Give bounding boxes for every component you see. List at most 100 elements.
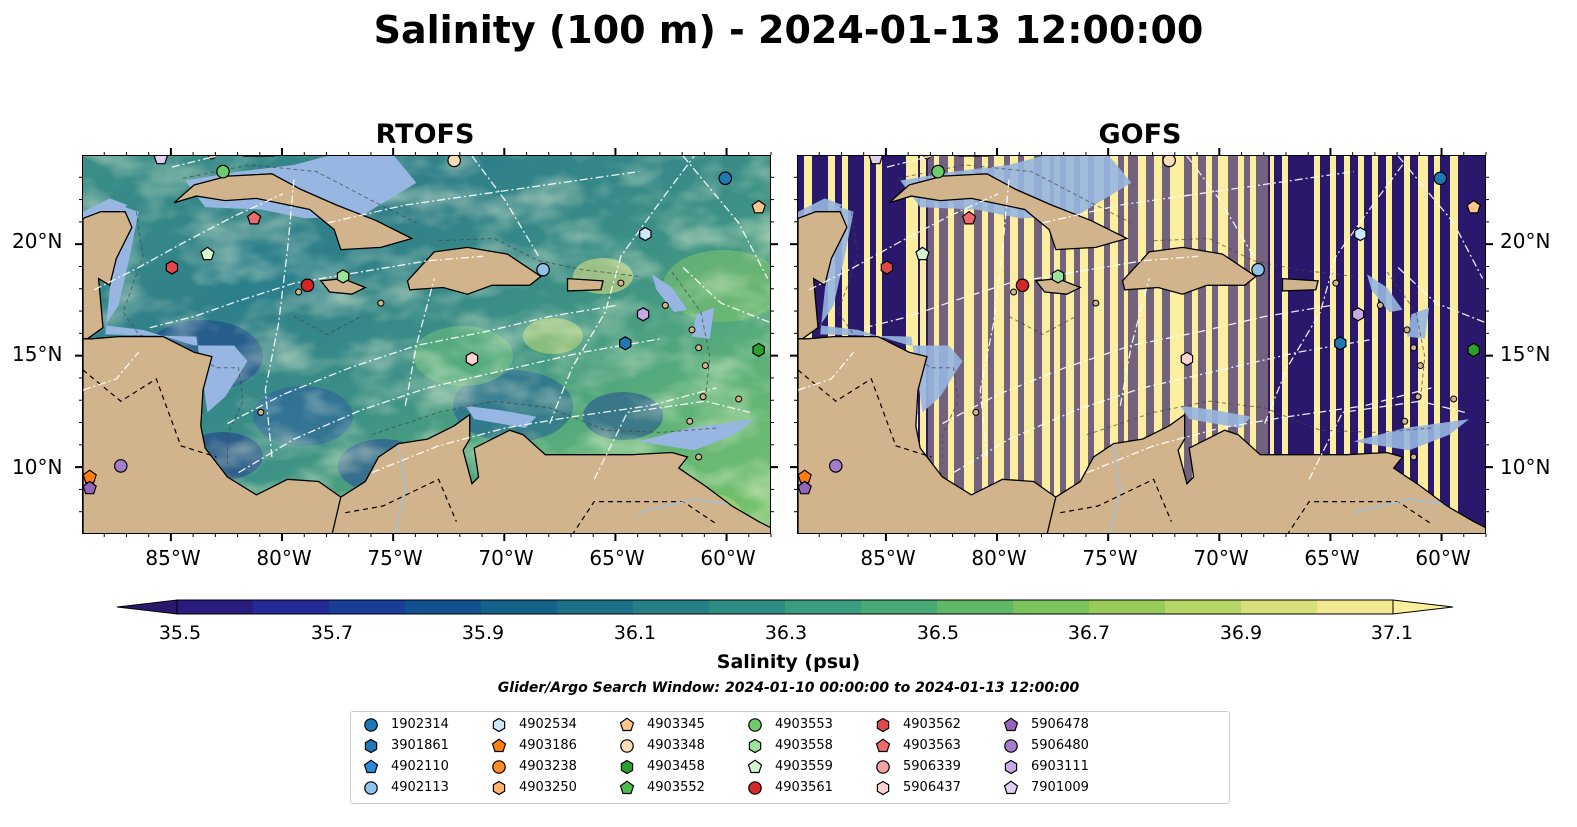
island (1416, 362, 1424, 370)
transect-line (404, 278, 435, 406)
transect-line (1042, 170, 1354, 224)
legend-label: 4903553 (775, 717, 833, 732)
float-legend: 1902314 3901861 4902110 4902113 4902534 49031… (350, 711, 1230, 804)
salinity-stripe (1418, 156, 1428, 533)
legend-item-4903563: 4903563 (875, 735, 961, 756)
island (1450, 395, 1458, 403)
float-marker-4903345 (1466, 199, 1481, 214)
float-marker-4903559 (915, 246, 930, 261)
salinity-stripe (1024, 156, 1034, 533)
transect-line (1397, 156, 1484, 279)
float-marker-4903561 (1015, 278, 1030, 293)
legend-label: 4902110 (391, 759, 449, 774)
float-marker-7901009 (868, 156, 883, 165)
legend-item-4903348: 4903348 (619, 735, 705, 756)
legend-marker-hexagon (876, 717, 890, 732)
legend-item-5906480: 5906480 (1003, 735, 1089, 756)
legend-item-4903562: 4903562 (875, 714, 961, 735)
land-south-america (331, 413, 770, 533)
transect-line (593, 400, 750, 480)
island (686, 417, 694, 425)
colorbar-segment (1089, 600, 1166, 614)
legend-item-4903250: 4903250 (491, 777, 577, 798)
float-marker-5906478 (798, 480, 812, 495)
legend-marker-pentagon (619, 779, 635, 794)
colorbar-tick-36-9: 36.9 (1219, 622, 1263, 644)
country-border (1287, 501, 1432, 533)
salinity-stripe (934, 156, 939, 533)
salinity-stripe (1206, 156, 1212, 533)
transect-line (1264, 156, 1410, 424)
salinity-stripe (1124, 156, 1128, 533)
float-marker-5906480 (828, 459, 843, 473)
depth-contour (182, 383, 204, 431)
island (208, 156, 216, 160)
transect-line (549, 156, 695, 424)
legend-label: 5906478 (1031, 717, 1089, 732)
shallow-bank (185, 156, 417, 219)
salinity-stripe (1080, 156, 1088, 533)
gofs-panel-title: GOFS (1098, 119, 1182, 150)
depth-contour (671, 271, 711, 402)
colorbar-segment (785, 600, 862, 614)
country-border (572, 501, 717, 533)
river (393, 445, 407, 533)
salinity-stripe (1330, 156, 1336, 533)
lon-label-70w: 70°W (478, 546, 534, 570)
shallow-bank (1367, 274, 1403, 313)
colorbar-tick-36-3: 36.3 (764, 622, 808, 644)
float-marker-7901009 (153, 156, 168, 165)
legend-marker-hexagon (492, 780, 506, 795)
float-marker-4903559 (200, 246, 215, 261)
legend-marker-pentagon (619, 716, 635, 731)
island (688, 326, 696, 334)
legend-label: 5906339 (903, 759, 961, 774)
depth-contour (371, 400, 717, 436)
float-marker-4903563 (961, 210, 977, 225)
lon-label-65w: 65°W (589, 546, 645, 570)
float-marker-4902534 (639, 226, 652, 242)
river (638, 498, 728, 514)
legend-label: 4903562 (903, 717, 961, 732)
colorbar-segment (1013, 600, 1090, 614)
transect-line (238, 338, 662, 474)
salinity-stripe (1042, 156, 1050, 533)
legend-marker-circle (364, 780, 378, 795)
float-marker-6903111 (1351, 307, 1365, 322)
island (701, 362, 709, 370)
salinity-stripe (1054, 156, 1060, 533)
legend-marker-circle (748, 717, 762, 732)
legend-item-5906478: 5906478 (1003, 714, 1089, 735)
depth-contour (1386, 271, 1426, 402)
transect-line (942, 304, 1332, 425)
island (699, 393, 707, 401)
legend-label: 4903552 (647, 780, 705, 795)
legend-marker-hexagon (748, 738, 762, 753)
transect-line (264, 178, 295, 458)
legend-label: 5906437 (903, 780, 961, 795)
island (1092, 299, 1100, 307)
land-central-america (798, 335, 1062, 533)
country-border (1060, 478, 1172, 522)
transect-line (808, 193, 999, 291)
legend-marker-hexagon (1004, 759, 1018, 774)
legend-marker-circle (748, 780, 762, 795)
land-central-america (83, 335, 347, 533)
colorbar-tick-35-9: 35.9 (461, 622, 505, 644)
salinity-stripe (1238, 156, 1244, 533)
river (1353, 498, 1443, 514)
island (257, 408, 265, 416)
legend-item-4903558: 4903558 (747, 735, 833, 756)
land-cuba (173, 173, 414, 251)
salinity-stripe (1094, 156, 1104, 533)
salinity-stripe (1192, 156, 1198, 533)
shallow-bank (652, 274, 688, 313)
colorbar-tick-37-1: 37.1 (1370, 622, 1414, 644)
salinity-stripe (920, 156, 926, 533)
transect-line (227, 304, 617, 425)
colorbar-segment (253, 600, 330, 614)
float-marker-4903561 (300, 278, 315, 293)
legend-marker-circle (492, 759, 506, 774)
salinity-stripe (964, 156, 974, 533)
legend-item-4903553: 4903553 (747, 714, 833, 735)
